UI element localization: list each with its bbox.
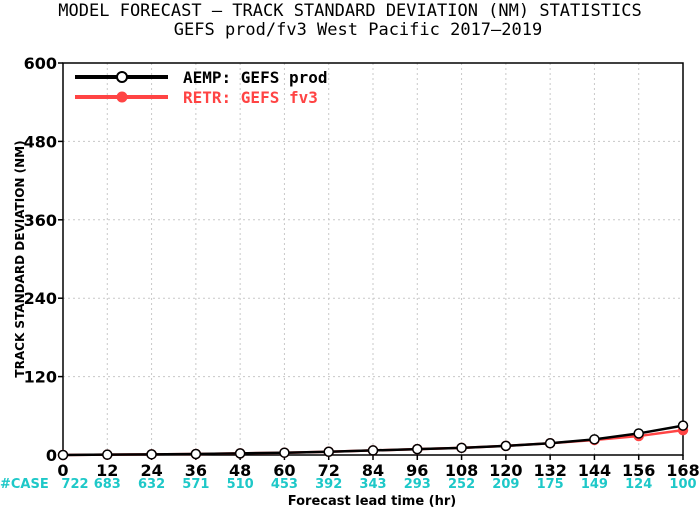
x-tick-label: 0 [57, 461, 68, 480]
series-point-0 [633, 428, 644, 439]
y-axis-label: TRACK STANDARD DEVIATION (NM) [13, 140, 27, 377]
y-tick-label: 240 [24, 289, 57, 308]
grid [63, 63, 683, 455]
case-count: 175 [537, 477, 564, 492]
x-tick-label: 96 [406, 461, 428, 480]
x-axis-label: Forecast lead time (hr) [288, 494, 456, 509]
chart-title: MODEL FORECAST – TRACK STANDARD DEVIATIO… [58, 1, 641, 21]
y-tick-label: 480 [24, 132, 57, 151]
series-point-0 [234, 448, 246, 459]
series-point-0 [412, 443, 423, 455]
y-tick-label: 600 [24, 54, 57, 73]
case-count: 343 [359, 477, 386, 492]
series-point-0 [677, 420, 689, 431]
case-count: 293 [404, 477, 431, 492]
legend: AEMP: GEFS prod RETR: GEFS fv3 [75, 68, 328, 107]
series-point-0 [500, 440, 512, 452]
case-counts: 722 683 632 571 510 453 392 343 293 252 209 175 149 1… [61, 477, 696, 492]
legend-marker-retr [116, 91, 128, 103]
series-point-0 [367, 445, 379, 456]
legend-marker-aemp [116, 71, 128, 83]
case-count: 722 [61, 477, 88, 492]
case-label: #CASE [0, 477, 49, 492]
x-tick-label: 168 [666, 461, 699, 480]
series-point-0 [279, 447, 290, 458]
x-tick-label: 132 [533, 461, 566, 480]
x-tick-label: 108 [445, 461, 478, 480]
y-tick-label: 120 [24, 368, 57, 387]
x-tick-label: 60 [273, 461, 295, 480]
series-point-0 [146, 449, 157, 460]
case-count: 392 [315, 477, 342, 492]
series-point-0 [323, 446, 334, 457]
x-tick-label: 48 [229, 461, 251, 480]
y-tick-label: 0 [46, 446, 57, 465]
case-count: 124 [625, 477, 652, 492]
series-point-0 [190, 448, 202, 460]
case-count: 252 [448, 477, 475, 492]
case-count: 209 [492, 477, 519, 492]
legend-label-retr: RETR: GEFS fv3 [183, 88, 318, 107]
case-count: 510 [227, 477, 254, 492]
case-count: 683 [94, 477, 121, 492]
y-axis: 0 120 240 360 480 600 [24, 54, 63, 465]
x-tick-label: 84 [362, 461, 384, 480]
chart-subtitle: GEFS prod/fv3 West Pacific 2017–2019 [174, 20, 542, 40]
x-tick-label: 144 [578, 461, 611, 480]
case-count: 571 [182, 477, 209, 492]
series-point-0 [544, 437, 556, 449]
series-lines [57, 420, 689, 461]
case-count: 100 [669, 477, 696, 492]
x-axis: 0 12 24 36 48 60 72 84 96 108 120 132 144 156 168 [57, 455, 700, 480]
x-tick-label: 36 [185, 461, 207, 480]
series-point-0 [57, 449, 69, 461]
x-tick-label: 72 [318, 461, 340, 480]
series-point-0 [102, 449, 113, 460]
series-point-0 [456, 442, 467, 454]
case-count: 632 [138, 477, 165, 492]
x-tick-label: 156 [622, 461, 655, 480]
x-tick-label: 12 [96, 461, 118, 480]
case-count: 149 [581, 477, 608, 492]
y-tick-label: 360 [24, 211, 57, 230]
x-tick-label: 120 [489, 461, 522, 480]
legend-label-aemp: AEMP: GEFS prod [183, 68, 328, 87]
x-tick-label: 24 [140, 461, 162, 480]
case-count: 453 [271, 477, 298, 492]
series-point-0 [589, 434, 600, 445]
